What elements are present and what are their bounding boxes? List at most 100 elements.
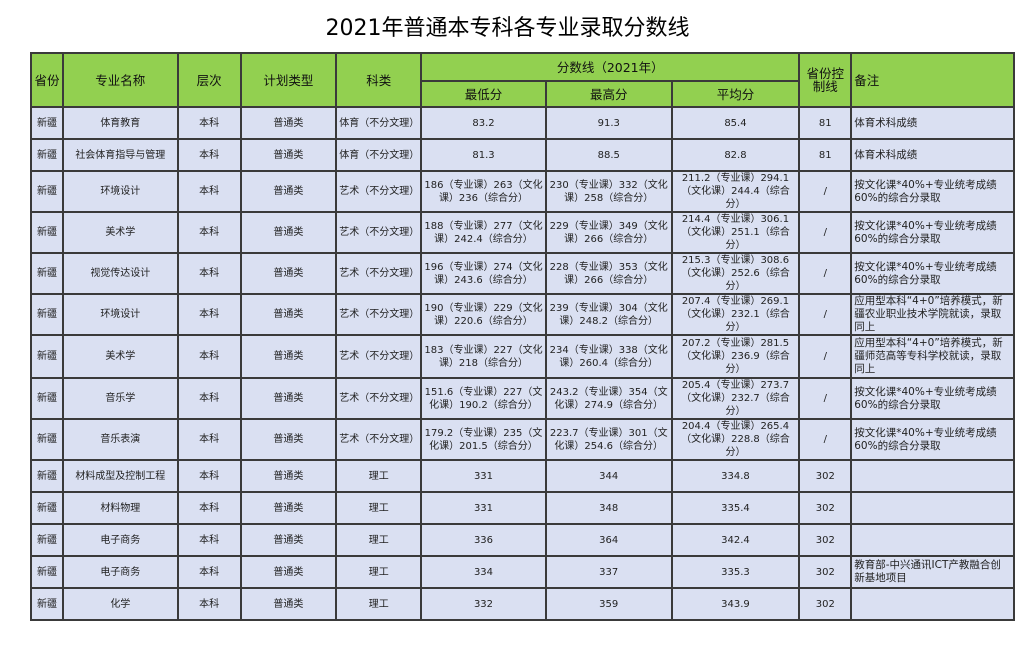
table-row: 新疆 体育教育 本科 普通类 体育（不分文理） 83.2 91.3 85.4 81 体育术科成绩 — [30, 106, 1015, 140]
cell-category: 体育（不分文理） — [335, 138, 423, 172]
cell-plan: 普通类 — [239, 523, 338, 557]
cell-major: 视觉传达设计 — [61, 252, 179, 295]
cell-category: 艺术（不分文理） — [335, 334, 423, 379]
cell-note: 按文化课*40%+专业统考成绩60%的综合分录取 — [850, 211, 1015, 254]
cell-note: 按文化课*40%+专业统考成绩60%的综合分录取 — [850, 252, 1015, 295]
cell-level: 本科 — [176, 138, 242, 172]
cell-major: 化学 — [61, 587, 179, 621]
cell-avg-score: 204.4（专业课）265.4（文化课）228.8（综合分） — [670, 418, 801, 461]
cell-level: 本科 — [176, 587, 242, 621]
cell-max-score: 234（专业课）338（文化课）260.4（综合分） — [544, 334, 673, 379]
cell-province: 新疆 — [30, 587, 64, 621]
cell-province: 新疆 — [30, 211, 64, 254]
cell-province: 新疆 — [30, 293, 64, 336]
cell-max-score: 337 — [544, 555, 673, 589]
cell-control-line: / — [798, 293, 853, 336]
cell-plan: 普通类 — [239, 138, 338, 172]
cell-control-line: 81 — [798, 138, 853, 172]
cell-max-score: 229（专业课）349（文化课）266（综合分） — [544, 211, 673, 254]
cell-avg-score: 214.4（专业课）306.1（文化课）251.1（综合分） — [670, 211, 801, 254]
cell-level: 本科 — [176, 106, 242, 140]
header-avg: 平均分 — [670, 80, 801, 108]
cell-avg-score: 85.4 — [670, 106, 801, 140]
cell-control-line: 302 — [798, 523, 853, 557]
cell-province: 新疆 — [30, 138, 64, 172]
header-control: 省份控制线 — [798, 52, 853, 108]
cell-category: 艺术（不分文理） — [335, 377, 423, 420]
score-table: 省份 专业名称 层次 计划类型 科类 分数线（2021年） 省份控制线 备注 最… — [30, 52, 1015, 621]
cell-avg-score: 343.9 — [670, 587, 801, 621]
cell-category: 理工 — [335, 491, 423, 525]
cell-min-score: 331 — [420, 491, 547, 525]
cell-province: 新疆 — [30, 252, 64, 295]
cell-note — [850, 459, 1015, 493]
cell-control-line: / — [798, 170, 853, 213]
table-row: 新疆 化学 本科 普通类 理工 332 359 343.9 302 — [30, 587, 1015, 621]
cell-min-score: 183（专业课）227（文化课）218（综合分） — [420, 334, 547, 379]
cell-avg-score: 342.4 — [670, 523, 801, 557]
table-row: 新疆 环境设计 本科 普通类 艺术（不分文理） 186（专业课）263（文化课）236（综… — [30, 170, 1015, 213]
cell-min-score: 331 — [420, 459, 547, 493]
cell-province: 新疆 — [30, 459, 64, 493]
cell-level: 本科 — [176, 170, 242, 213]
cell-level: 本科 — [176, 418, 242, 461]
cell-category: 艺术（不分文理） — [335, 170, 423, 213]
cell-plan: 普通类 — [239, 106, 338, 140]
cell-min-score: 332 — [420, 587, 547, 621]
table-row: 新疆 电子商务 本科 普通类 理工 334 337 335.3 302 教育部-中兴通讯ICT产教… — [30, 555, 1015, 589]
cell-max-score: 344 — [544, 459, 673, 493]
cell-category: 理工 — [335, 555, 423, 589]
cell-major: 环境设计 — [61, 293, 179, 336]
cell-control-line: / — [798, 211, 853, 254]
cell-min-score: 81.3 — [420, 138, 547, 172]
cell-province: 新疆 — [30, 418, 64, 461]
cell-level: 本科 — [176, 523, 242, 557]
table-row: 新疆 美术学 本科 普通类 艺术（不分文理） 188（专业课）277（文化课）242.4（… — [30, 211, 1015, 254]
cell-avg-score: 211.2（专业课）294.1（文化课）244.4（综合分） — [670, 170, 801, 213]
cell-category: 理工 — [335, 587, 423, 621]
cell-plan: 普通类 — [239, 377, 338, 420]
cell-control-line: / — [798, 334, 853, 379]
cell-province: 新疆 — [30, 170, 64, 213]
cell-max-score: 243.2（专业课）354（文化课）274.9（综合分） — [544, 377, 673, 420]
cell-control-line: / — [798, 377, 853, 420]
cell-plan: 普通类 — [239, 252, 338, 295]
cell-control-line: / — [798, 252, 853, 295]
cell-category: 理工 — [335, 523, 423, 557]
cell-province: 新疆 — [30, 334, 64, 379]
cell-level: 本科 — [176, 211, 242, 254]
cell-max-score: 223.7（专业课）301（文化课）254.6（综合分） — [544, 418, 673, 461]
cell-major: 环境设计 — [61, 170, 179, 213]
cell-note: 按文化课*40%+专业统考成绩60%的综合分录取 — [850, 418, 1015, 461]
cell-plan: 普通类 — [239, 293, 338, 336]
cell-province: 新疆 — [30, 555, 64, 589]
cell-major: 音乐学 — [61, 377, 179, 420]
cell-min-score: 83.2 — [420, 106, 547, 140]
cell-min-score: 196（专业课）274（文化课）243.6（综合分） — [420, 252, 547, 295]
cell-major: 美术学 — [61, 334, 179, 379]
cell-note: 体育术科成绩 — [850, 138, 1015, 172]
cell-avg-score: 215.3（专业课）308.6（文化课）252.6（综合分） — [670, 252, 801, 295]
header-max: 最高分 — [544, 80, 673, 108]
cell-plan: 普通类 — [239, 459, 338, 493]
cell-note: 按文化课*40%+专业统考成绩60%的综合分录取 — [850, 170, 1015, 213]
cell-avg-score: 207.2（专业课）281.5（文化课）236.9（综合分） — [670, 334, 801, 379]
cell-control-line: 302 — [798, 555, 853, 589]
cell-province: 新疆 — [30, 377, 64, 420]
cell-min-score: 186（专业课）263（文化课）236（综合分） — [420, 170, 547, 213]
header-major: 专业名称 — [61, 52, 179, 108]
cell-plan: 普通类 — [239, 555, 338, 589]
header-province: 省份 — [30, 52, 64, 108]
cell-major: 电子商务 — [61, 555, 179, 589]
cell-min-score: 179.2（专业课）235（文化课）201.5（综合分） — [420, 418, 547, 461]
cell-category: 艺术（不分文理） — [335, 252, 423, 295]
cell-major: 音乐表演 — [61, 418, 179, 461]
cell-level: 本科 — [176, 293, 242, 336]
cell-plan: 普通类 — [239, 334, 338, 379]
cell-plan: 普通类 — [239, 170, 338, 213]
header-note: 备注 — [850, 52, 1015, 108]
cell-note — [850, 491, 1015, 525]
cell-category: 理工 — [335, 459, 423, 493]
cell-control-line: 302 — [798, 587, 853, 621]
table-row: 新疆 社会体育指导与管理 本科 普通类 体育（不分文理） 81.3 88.5 82.8 81 体育… — [30, 138, 1015, 172]
